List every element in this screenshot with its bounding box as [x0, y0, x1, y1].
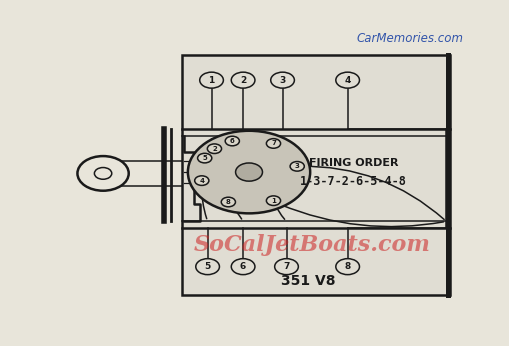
- Circle shape: [236, 163, 263, 181]
- Text: 1: 1: [208, 76, 215, 85]
- Circle shape: [290, 162, 304, 171]
- Text: 1-3-7-2-6-5-4-8: 1-3-7-2-6-5-4-8: [300, 175, 407, 188]
- Text: 4: 4: [345, 76, 351, 85]
- Circle shape: [196, 259, 219, 275]
- Text: 5: 5: [205, 262, 211, 271]
- Text: 2: 2: [212, 146, 217, 152]
- Circle shape: [207, 144, 221, 154]
- Text: 3: 3: [279, 76, 286, 85]
- Text: FIRING ORDER: FIRING ORDER: [309, 158, 399, 168]
- Circle shape: [188, 131, 310, 213]
- Circle shape: [197, 153, 212, 163]
- Circle shape: [231, 72, 255, 88]
- Text: 351 V8: 351 V8: [281, 274, 335, 288]
- Circle shape: [200, 72, 223, 88]
- Text: 8: 8: [345, 262, 351, 271]
- Circle shape: [275, 259, 298, 275]
- Circle shape: [271, 72, 294, 88]
- Text: 7: 7: [271, 140, 276, 146]
- Circle shape: [266, 196, 280, 206]
- Circle shape: [221, 197, 236, 207]
- Text: 7: 7: [284, 262, 290, 271]
- Text: 8: 8: [226, 199, 231, 205]
- Text: 3: 3: [295, 163, 300, 169]
- Bar: [182, 55, 450, 295]
- Text: SoCalJetBoats.com: SoCalJetBoats.com: [194, 234, 431, 256]
- Circle shape: [94, 167, 112, 179]
- Text: 5: 5: [202, 155, 207, 161]
- Circle shape: [77, 156, 129, 191]
- Circle shape: [336, 72, 359, 88]
- Text: CarMemories.com: CarMemories.com: [356, 31, 463, 45]
- Text: 6: 6: [240, 262, 246, 271]
- Text: 2: 2: [240, 76, 246, 85]
- Text: 6: 6: [230, 138, 235, 144]
- Circle shape: [231, 259, 255, 275]
- Circle shape: [266, 139, 280, 148]
- Circle shape: [194, 176, 209, 185]
- Text: 4: 4: [200, 177, 204, 184]
- Circle shape: [336, 259, 359, 275]
- Circle shape: [225, 136, 239, 146]
- Text: 1: 1: [271, 198, 276, 204]
